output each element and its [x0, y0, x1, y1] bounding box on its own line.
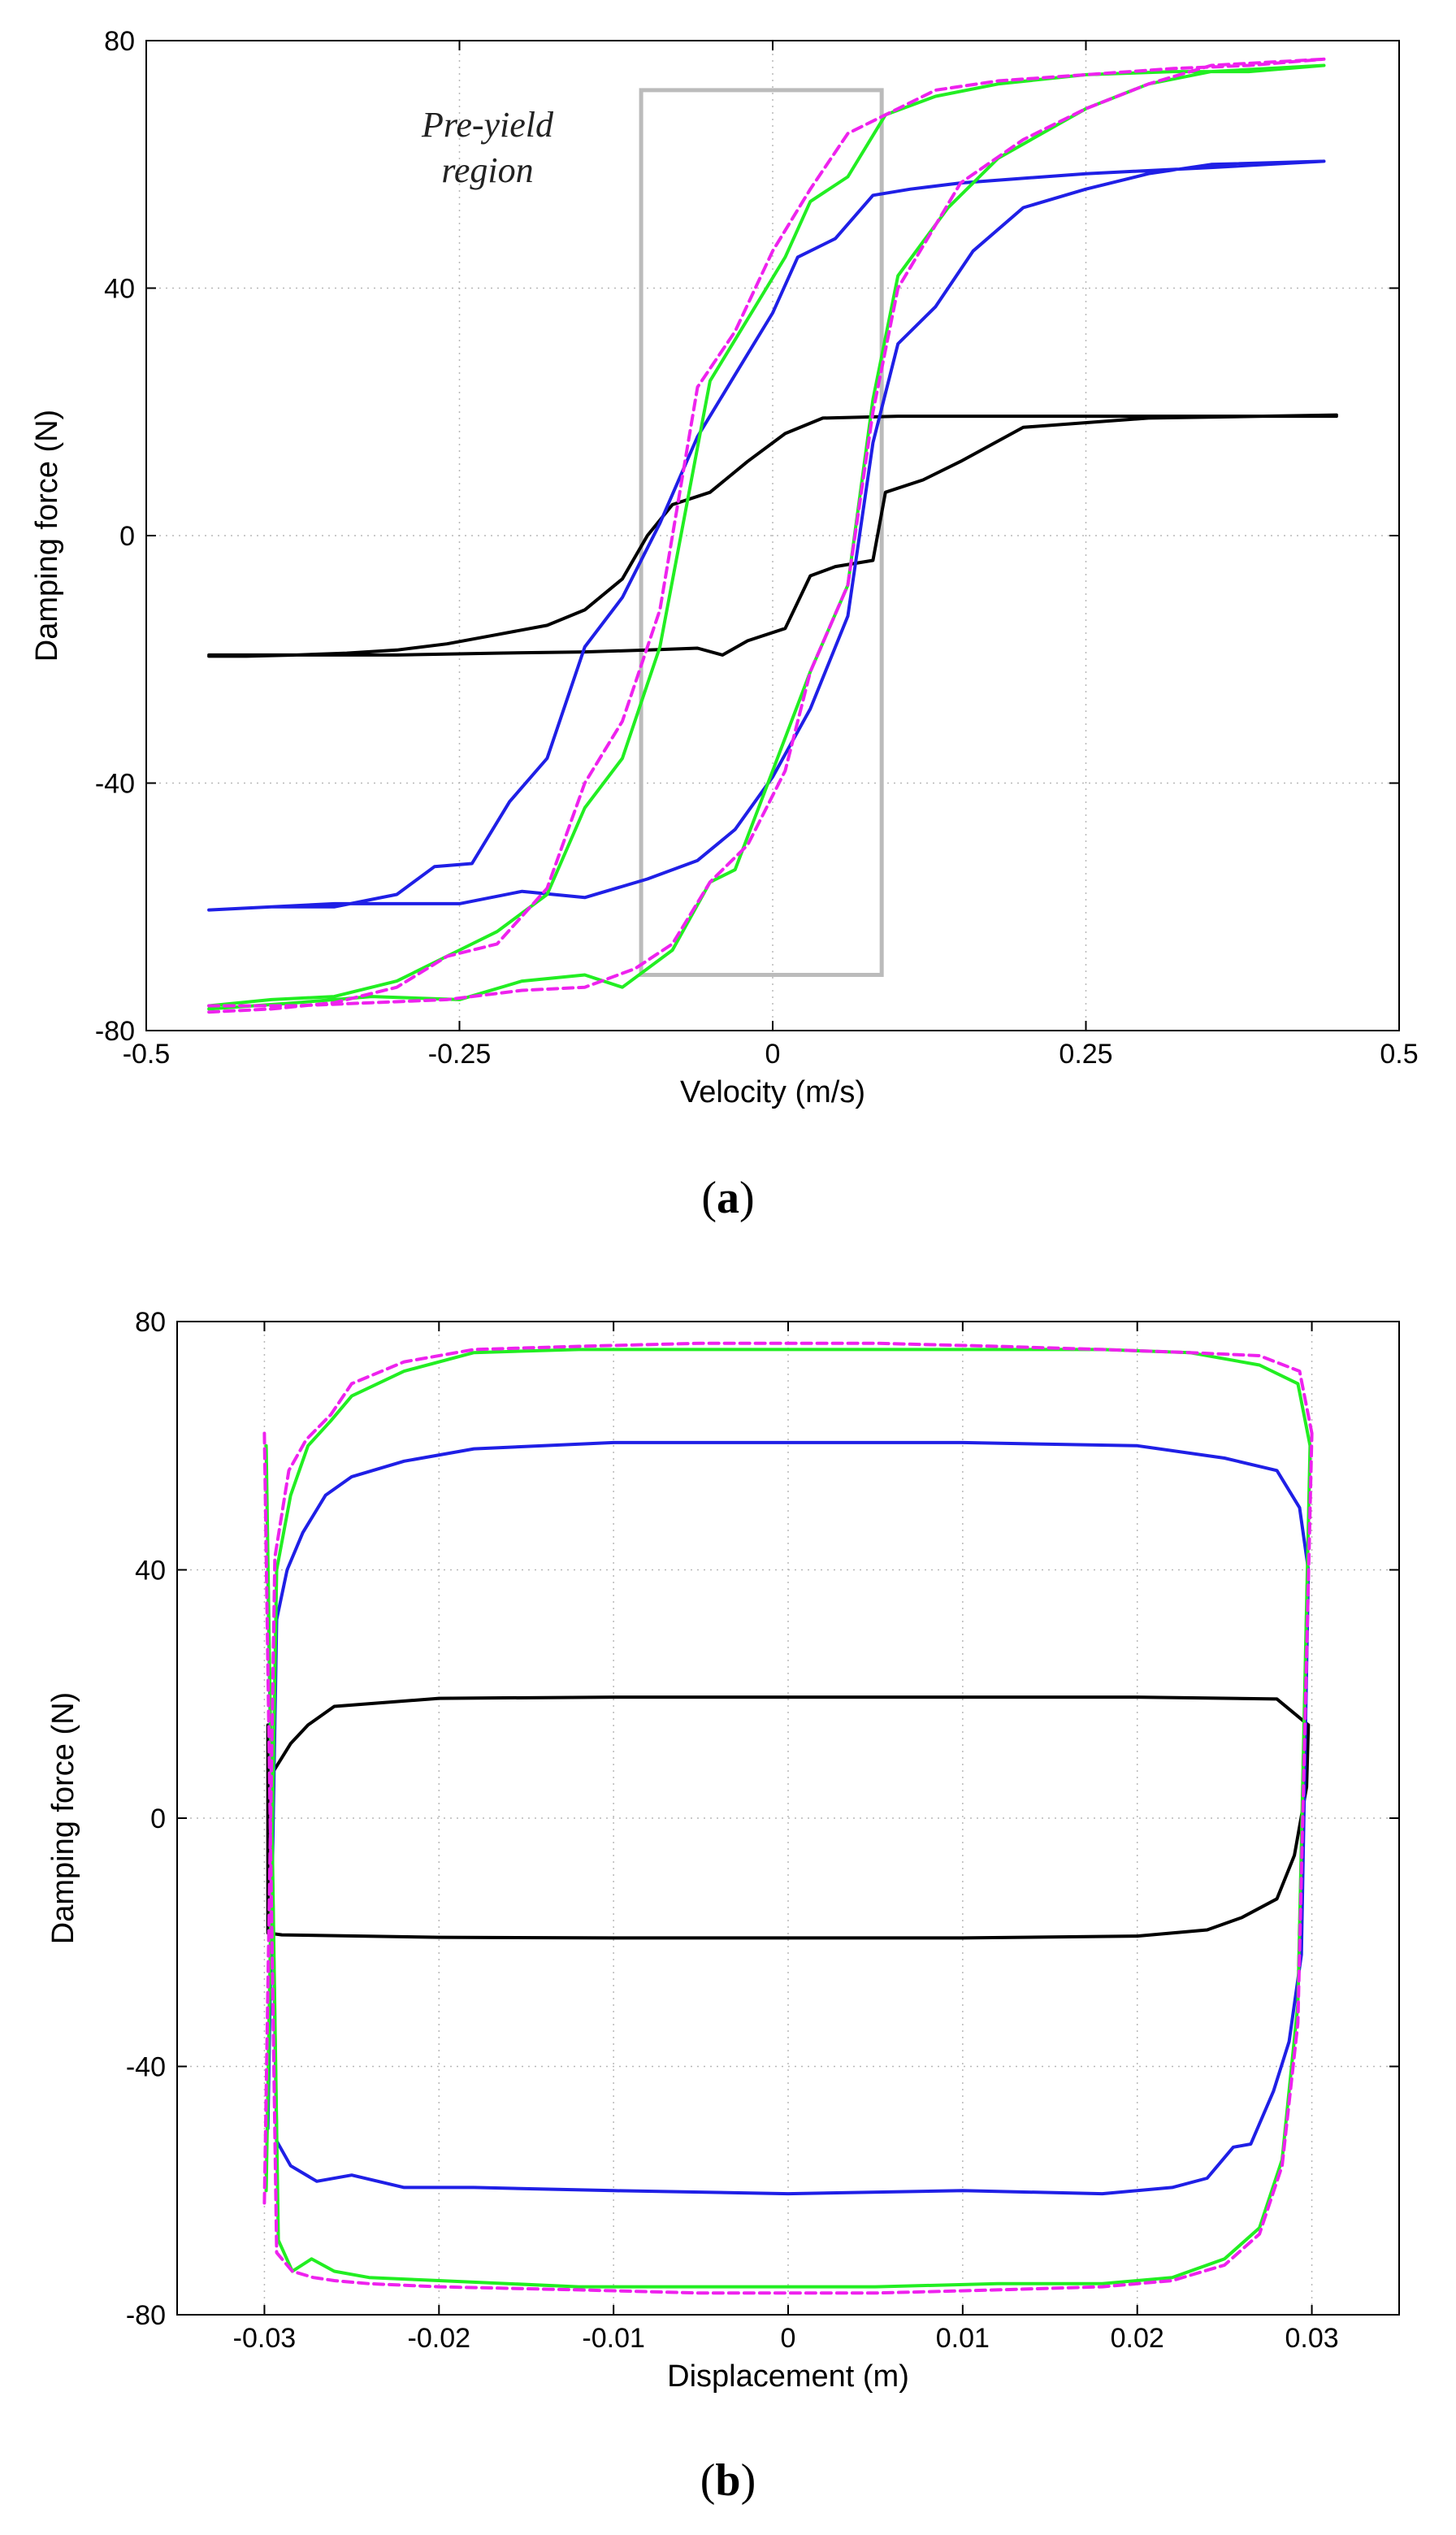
- x-axis-label: Displacement (m): [667, 2359, 909, 2394]
- x-tick-label: -0.01: [582, 2323, 645, 2354]
- x-tick-label: 0.01: [936, 2323, 990, 2354]
- x-axis-label: Velocity (m/s): [680, 1075, 865, 1109]
- pre-yield-annotation: Pre-yield region: [421, 105, 554, 190]
- series-black-line: [266, 1695, 1311, 1940]
- series-green-line: [264, 1348, 1312, 2289]
- series-magenta-line: [262, 1341, 1314, 2295]
- x-tick-label: 0.5: [1380, 1039, 1418, 1070]
- x-tick-label: -0.25: [428, 1039, 492, 1070]
- series-black-line: [207, 413, 1338, 658]
- x-tick-label: 0.25: [1059, 1039, 1112, 1070]
- panel-label-a: (a): [701, 1173, 754, 1223]
- y-tick-label: 0: [150, 1804, 166, 1834]
- x-tick-label: 0.03: [1285, 2323, 1338, 2354]
- y-tick-label: -80: [95, 1016, 135, 1047]
- pre-yield-box: [639, 88, 884, 977]
- chart-b: -0.03 -0.02 -0.01 0 0.01 0.02 0.03 -80 -40 0 40 80 D…: [46, 1307, 1400, 2394]
- y-tick-label: -40: [126, 2052, 166, 2083]
- x-tick-label: 0: [765, 1039, 781, 1070]
- x-tick-label: -0.5: [123, 1039, 171, 1070]
- y-axis-label: Damping force (N): [46, 1692, 80, 1944]
- panel-label-b: (b): [700, 2455, 756, 2506]
- y-tick-label: 80: [135, 1307, 166, 1338]
- y-tick-label: 80: [104, 26, 135, 57]
- y-tick-label: 40: [104, 274, 135, 305]
- y-axis-label: Damping force (N): [30, 410, 64, 662]
- series-blue-line: [207, 159, 1326, 912]
- x-tick-label: -0.03: [233, 2323, 297, 2354]
- chart-a: Pre-yield region -0.5 -0.25 0 0.25 0.5 -80 -40 0 4…: [30, 26, 1419, 1109]
- y-tick-label: -40: [95, 769, 135, 800]
- x-tick-label: 0: [781, 2323, 796, 2354]
- series-blue-line: [266, 1440, 1311, 2196]
- y-tick-label: 0: [119, 521, 135, 552]
- series-green-line: [207, 63, 1326, 1011]
- x-tick-label: -0.02: [408, 2323, 471, 2354]
- y-tick-label: -80: [126, 2300, 166, 2331]
- y-tick-label: 40: [135, 1556, 166, 1587]
- x-tick-label: 0.02: [1111, 2323, 1164, 2354]
- series-magenta-line: [207, 57, 1326, 1014]
